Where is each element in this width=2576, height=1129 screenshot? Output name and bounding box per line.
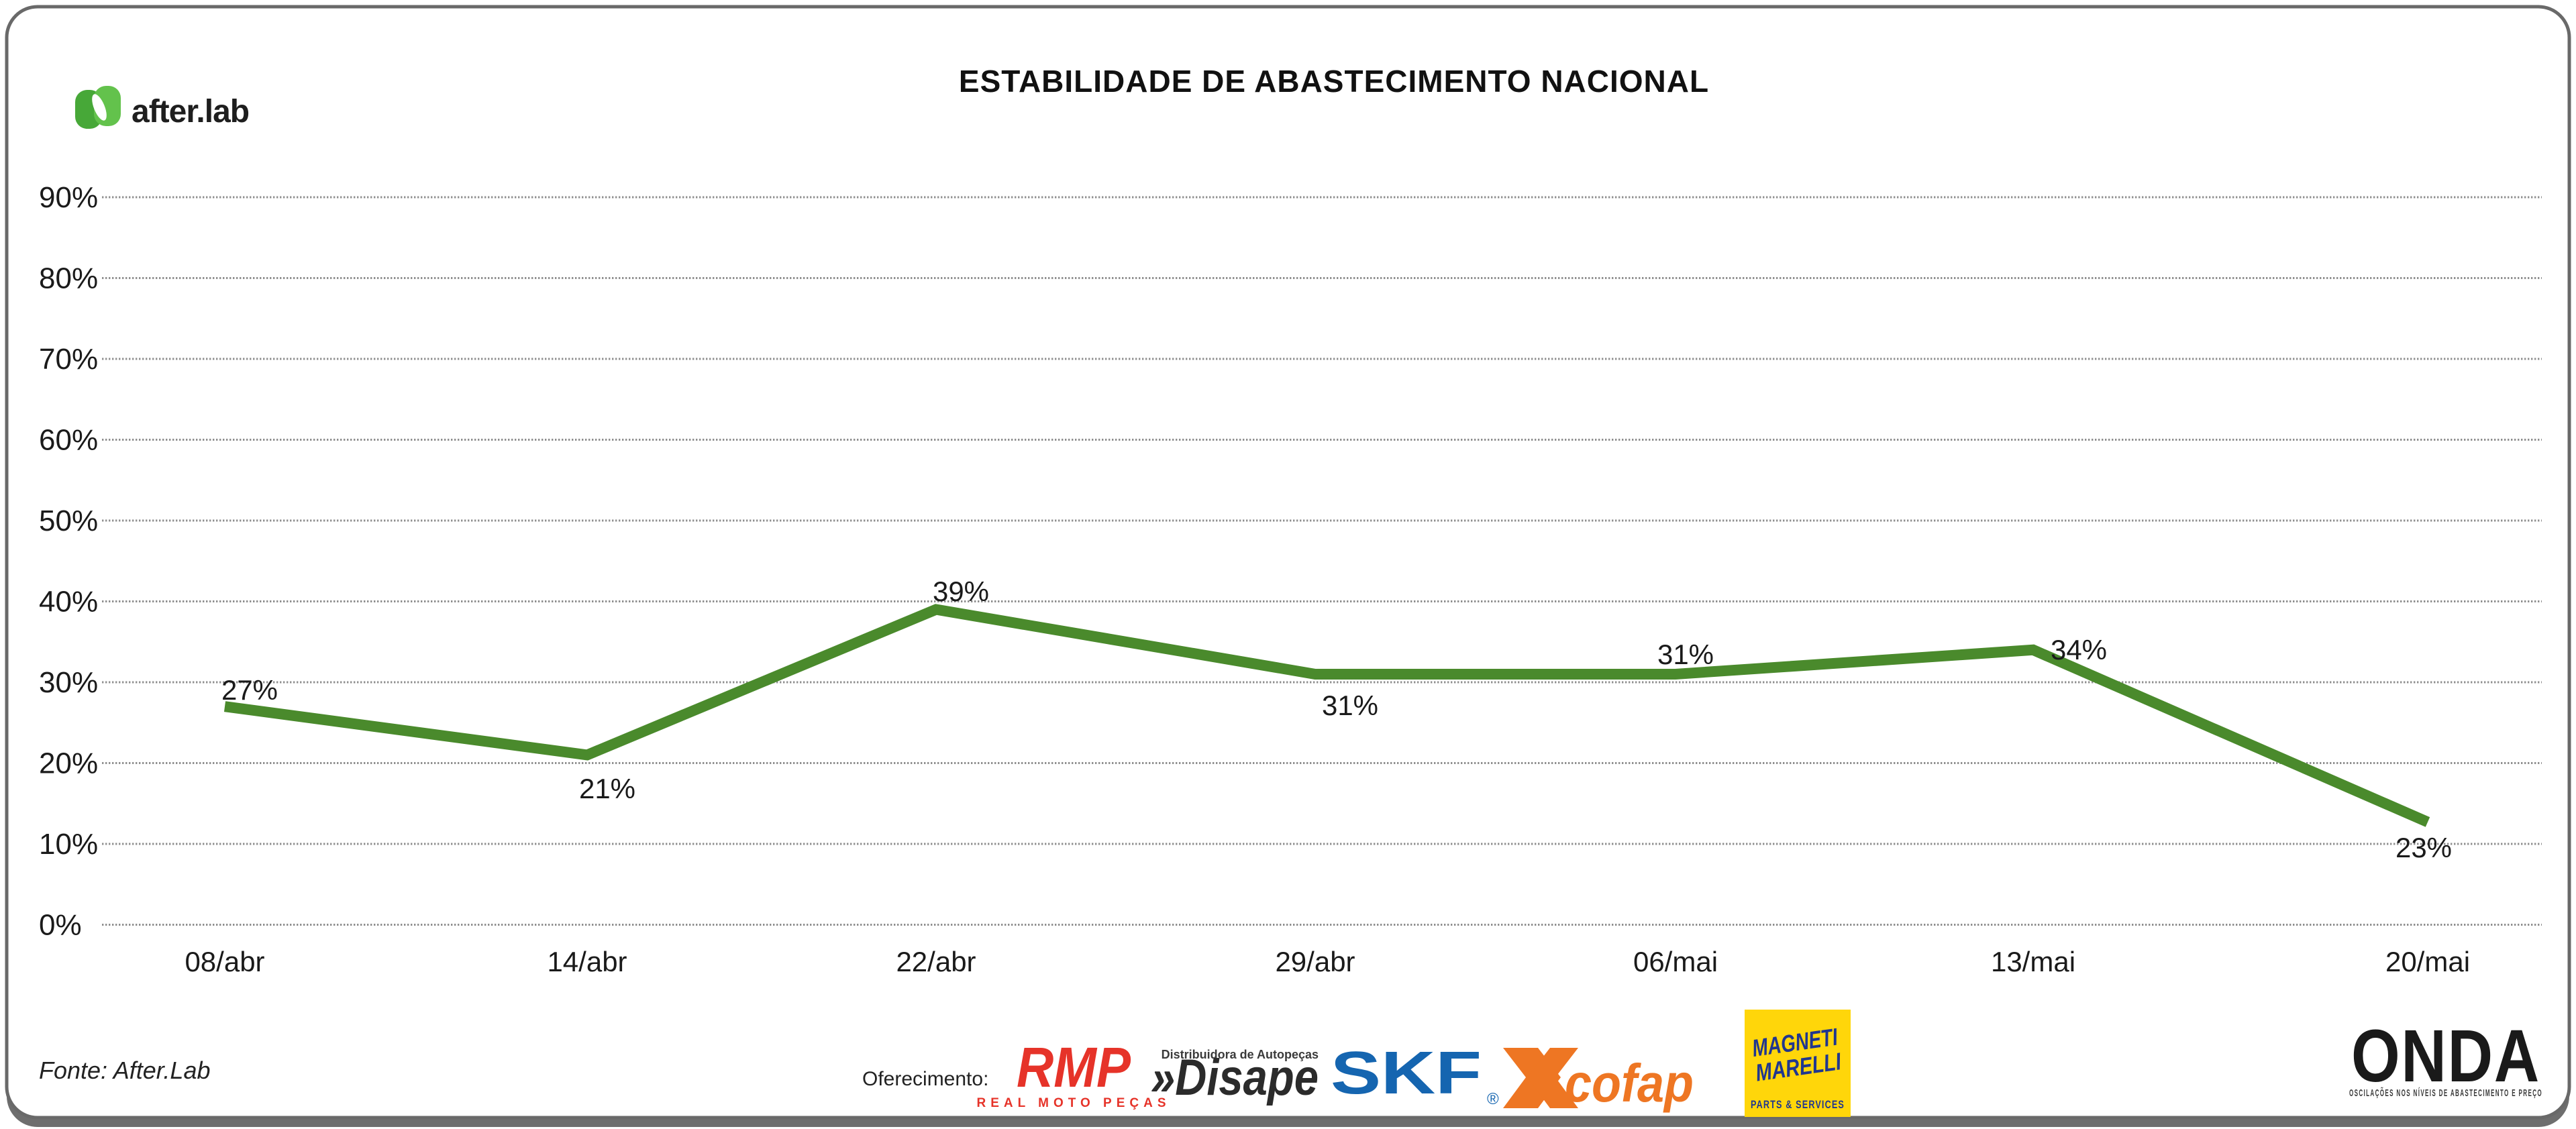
x-tick-label: 14/abr bbox=[547, 946, 627, 977]
y-tick-label: 30% bbox=[39, 666, 98, 699]
x-tick-label: 13/mai bbox=[1991, 946, 2075, 977]
disape-chevrons-icon: » bbox=[1151, 1049, 1175, 1106]
y-tick-label: 60% bbox=[39, 424, 98, 457]
rmp-logo-tagline: REAL MOTO PEÇAS bbox=[976, 1096, 1170, 1110]
sponsor-logo-rmp: RMP REAL MOTO PEÇAS bbox=[976, 1036, 1170, 1110]
point-label: 27% bbox=[221, 674, 278, 706]
onda-logo-text: ONDA bbox=[2351, 1015, 2540, 1097]
y-tick-label: 10% bbox=[39, 828, 98, 861]
y-tick-label: 70% bbox=[39, 343, 98, 376]
point-label: 39% bbox=[933, 576, 989, 607]
point-label: 34% bbox=[2051, 634, 2107, 665]
cofap-logo-text: cofap bbox=[1565, 1053, 1694, 1113]
y-grid-layer: 90% 80% 70% 60% 50% 40% 30% 20% 10% 0% bbox=[39, 181, 2542, 942]
brand-logo: after.lab bbox=[75, 86, 250, 129]
x-tick-label: 22/abr bbox=[896, 946, 976, 977]
y-tick-label: 40% bbox=[39, 586, 98, 619]
x-tick-label: 20/mai bbox=[2385, 946, 2470, 977]
point-labels-layer: 27% 21% 39% 31% 31% 34% 23% bbox=[221, 576, 2452, 863]
sponsors-label: Oferecimento: bbox=[862, 1068, 988, 1090]
x-tick-label: 29/abr bbox=[1275, 946, 1355, 977]
point-label: 31% bbox=[1322, 690, 1378, 721]
line-series-layer bbox=[223, 604, 2430, 827]
y-tick-label: 90% bbox=[39, 181, 98, 214]
point-label: 23% bbox=[2395, 832, 2452, 863]
y-tick-label: 20% bbox=[39, 747, 98, 780]
y-tick-label: 50% bbox=[39, 504, 98, 537]
source-note: Fonte: After.Lab bbox=[39, 1057, 210, 1084]
sponsor-logo-skf: SKF ® bbox=[1331, 1040, 1499, 1108]
chart-title: ESTABILIDADE DE ABASTECIMENTO NACIONAL bbox=[959, 64, 1709, 99]
sponsor-logo-cofap: cofap bbox=[1503, 1048, 1694, 1113]
onda-logo: ONDA OSCILAÇÕES NOS NÍVEIS DE ABASTECIME… bbox=[2349, 1015, 2542, 1099]
x-tick-label: 08/abr bbox=[185, 946, 264, 977]
y-tick-label: 80% bbox=[39, 262, 98, 295]
x-axis-layer: 08/abr 14/abr 22/abr 29/abr 06/mai 13/mai 20/m… bbox=[185, 946, 2470, 977]
series-line bbox=[223, 604, 2430, 827]
disape-logo-text: »Disape bbox=[1151, 1049, 1319, 1106]
brand-logo-icon-gap bbox=[92, 94, 107, 121]
magneti-tagline: PARTS & SERVICES bbox=[1751, 1098, 1845, 1111]
disape-logo-tagline: Distribuidora de Autopeças bbox=[1162, 1048, 1319, 1061]
y-tick-label: 0% bbox=[39, 909, 82, 942]
rmp-logo-text: RMP bbox=[1017, 1036, 1131, 1099]
x-tick-label: 06/mai bbox=[1633, 946, 1718, 977]
brand-name: after.lab bbox=[132, 94, 249, 129]
point-label: 31% bbox=[1657, 639, 1714, 670]
sponsor-logo-magneti-marelli: MAGNETI MARELLI PARTS & SERVICES bbox=[1745, 1010, 1851, 1117]
cofap-chevron-icon bbox=[1527, 1048, 1578, 1108]
point-label: 21% bbox=[579, 773, 635, 804]
disape-wordmark: Disape bbox=[1175, 1049, 1319, 1106]
card bbox=[5, 5, 2571, 1120]
skf-logo-text: SKF bbox=[1331, 1040, 1482, 1107]
magneti-marelli-box bbox=[1745, 1010, 1851, 1117]
onda-logo-tagline: OSCILAÇÕES NOS NÍVEIS DE ABASTECIMENTO E… bbox=[2349, 1087, 2542, 1099]
sponsor-logo-disape: Distribuidora de Autopeças »Disape bbox=[1151, 1048, 1319, 1106]
skf-registered-mark: ® bbox=[1487, 1090, 1499, 1108]
